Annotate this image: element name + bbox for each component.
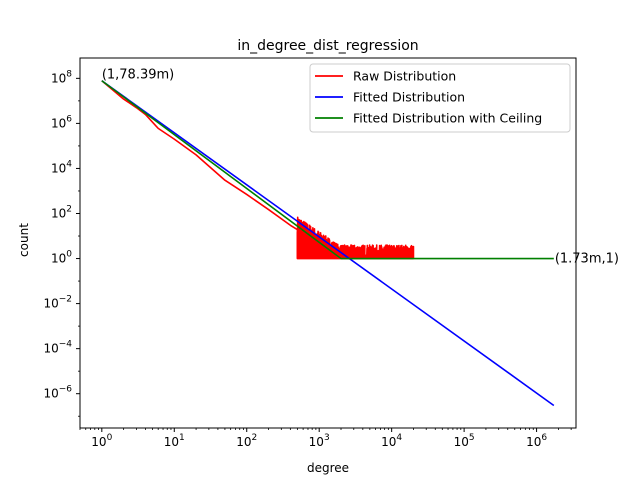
series-layer <box>101 80 555 407</box>
x-tick-label: 103 <box>309 433 330 449</box>
annotation-start-point: (1,78.39m) <box>102 68 174 83</box>
legend-entry: Fitted Distribution with Ceiling <box>353 111 542 126</box>
x-tick-label: 100 <box>91 433 112 449</box>
x-axis-label: degree <box>307 461 349 475</box>
y-tick-label: 10−2 <box>43 295 72 311</box>
legend-box <box>309 63 571 133</box>
legend: Raw Distribution Fitted Distribution Fitte… <box>309 63 571 133</box>
fitted-ceiling-line <box>101 80 554 260</box>
x-tick-label: 102 <box>236 433 257 449</box>
y-tick-label: 108 <box>51 69 72 85</box>
y-tick-label: 100 <box>51 250 72 266</box>
axis-ticks: 100 101 102 103 104 105 106 10−6 10−4 10−2 100 102 1… <box>43 69 572 449</box>
y-tick-label: 10−6 <box>43 385 72 401</box>
x-tick-label: 104 <box>381 433 402 449</box>
raw-distribution-line <box>101 80 309 237</box>
chart-title: in_degree_dist_regression <box>237 38 418 54</box>
legend-entry: Fitted Distribution <box>353 90 465 105</box>
y-tick-label: 10−4 <box>43 340 72 356</box>
x-tick-label: 105 <box>454 433 475 449</box>
y-axis-label: count <box>17 223 31 257</box>
y-tick-label: 104 <box>51 159 72 175</box>
plot-frame <box>79 57 577 429</box>
annotation-end-point: (1.73m,1) <box>555 252 619 267</box>
x-tick-label: 101 <box>164 433 185 449</box>
legend-entry: Raw Distribution <box>353 69 456 84</box>
fitted-distribution-line <box>101 80 555 407</box>
annotations: (1,78.39m) (1.73m,1) <box>102 68 619 267</box>
x-tick-label: 106 <box>526 433 547 449</box>
y-tick-label: 102 <box>51 204 72 220</box>
y-tick-label: 106 <box>51 114 72 130</box>
